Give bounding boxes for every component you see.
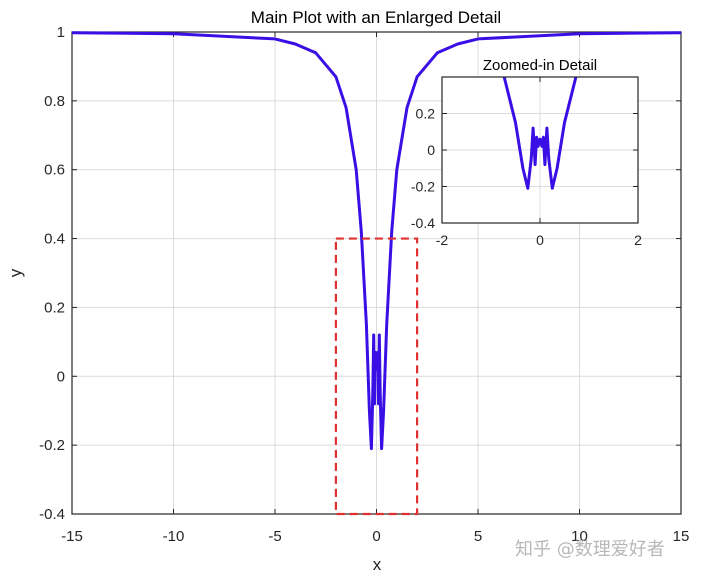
main-curve-line (72, 31, 681, 451)
x-tick-label: -10 (163, 528, 185, 545)
y-tick-label: 0 (57, 368, 65, 385)
inset-axes-box (441, 76, 639, 224)
y-tick-label: 0.2 (416, 106, 436, 122)
x-tick-label: -15 (61, 528, 83, 545)
x-tick-label: 0 (372, 528, 380, 545)
x-tick-label: 2 (634, 232, 642, 248)
y-tick-label: 1 (57, 24, 65, 41)
x-axis-label: x (373, 555, 382, 574)
x-tick-label: 0 (536, 232, 544, 248)
y-tick-label: 0.8 (44, 93, 65, 110)
zoom-region-dashed-box (334, 237, 419, 516)
inset-curve-line (502, 77, 578, 190)
y-tick-label: -0.2 (411, 179, 435, 195)
x-tick-label: -5 (268, 528, 281, 545)
y-tick-label: 0.2 (44, 299, 65, 316)
x-tick-label: 10 (571, 528, 588, 545)
inset-title: Zoomed-in Detail (483, 57, 597, 74)
x-tick-label: -2 (436, 232, 449, 248)
x-tick-label: 15 (673, 528, 690, 545)
y-tick-label: 0.4 (44, 231, 65, 248)
watermark-text: 知乎 @数理爱好者 (515, 539, 665, 560)
y-tick-label: -0.4 (39, 506, 65, 523)
inset-tick-labels: -2 0 2 -0.4 -0.2 0 0.2 (411, 106, 642, 249)
y-axis-label: y (6, 268, 25, 277)
axes-frame (441, 76, 639, 224)
y-tick-label: 0.6 (44, 162, 65, 179)
y-tick-label: -0.2 (39, 437, 65, 454)
main-title: Main Plot with an Enlarged Detail (251, 8, 501, 27)
x-tick-label: 5 (474, 528, 482, 545)
y-tick-label: -0.4 (411, 215, 435, 231)
y-tick-label: 0 (427, 142, 435, 158)
main-tick-labels: -15 -10 -5 0 5 10 15 -0.4 -0.2 0 0.2 0.4 0.6 0.8 1 (39, 24, 689, 545)
